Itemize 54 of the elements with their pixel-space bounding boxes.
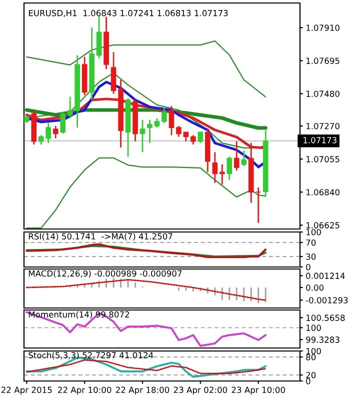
- y-tick-label: 1.06625: [306, 222, 340, 228]
- x-tick-label: 22 Apr 2015: [2, 386, 52, 395]
- y-tick-label: 20: [306, 372, 316, 378]
- y-tick-label: 99.3283: [306, 336, 340, 343]
- candlestick: [176, 125, 182, 138]
- text: EURUSD,H1 1.06843 1.07241 1.06813 1.07173: [28, 10, 228, 18]
- line-series: [26, 157, 266, 229]
- y-tick-label: 80: [306, 354, 316, 360]
- y-tick-label: 100: [306, 348, 321, 354]
- candlestick: [212, 151, 218, 184]
- x-tick-label: 23 Apr 10:00: [232, 386, 285, 395]
- line-series: [26, 311, 267, 347]
- candlestick: [190, 134, 196, 146]
- x-tick-label: 23 Apr 02:00: [174, 386, 228, 395]
- y-tick-label: 1.07910: [306, 24, 340, 31]
- line-series: [26, 40, 266, 98]
- y-tick-label: -0.001293: [306, 297, 348, 304]
- ref-line-label: 1.07173: [304, 137, 336, 144]
- x-tick-label: 22 Apr 10:00: [58, 386, 112, 395]
- candlestick: [168, 105, 174, 136]
- y-tick-label: 70: [306, 239, 316, 246]
- y-tick-label: 0.00: [306, 284, 324, 291]
- y-tick-label: 0.001214: [306, 272, 345, 279]
- chart-title: MACD(12,26,9) -0.000989 -0.000907: [28, 270, 182, 278]
- candlestick: [162, 106, 167, 124]
- y-tick-label: 30: [306, 253, 316, 260]
- y-tick-label: 100: [306, 228, 321, 236]
- y-tick-label: 0: [306, 378, 310, 384]
- candlestick: [234, 140, 240, 172]
- candlestick: [147, 119, 152, 144]
- candlestick: [140, 119, 146, 153]
- chart-title: RSI(14) 50.1741 ->MA(7) 41.2507: [28, 233, 172, 240]
- y-tick-label: 100: [306, 324, 321, 331]
- candlestick: [110, 52, 116, 94]
- line-series: [26, 359, 266, 374]
- candlestick: [198, 131, 204, 144]
- y-tick-label: 100.5658: [306, 314, 345, 321]
- y-tick-label: 1.07055: [306, 156, 340, 162]
- candlestick: [226, 156, 232, 180]
- candlestick: [241, 150, 247, 167]
- candlestick: [219, 164, 225, 186]
- candlestick: [154, 118, 160, 128]
- y-tick-label: 0: [306, 264, 310, 270]
- x-tick-label: 22 Apr 18:00: [116, 386, 170, 395]
- chart-title: Stoch(5,3,3) 52.7297 41.0124: [28, 352, 154, 360]
- candlestick: [96, 14, 102, 60]
- candlestick: [60, 111, 66, 134]
- candlestick: [183, 131, 189, 142]
- y-tick-label: 1.06840: [306, 189, 340, 196]
- y-tick-label: 1.07480: [306, 90, 340, 97]
- y-tick-label: 1.07695: [306, 58, 340, 64]
- candlestick: [52, 125, 58, 139]
- y-tick-label: 1.07270: [306, 122, 340, 130]
- line-series: [26, 279, 266, 301]
